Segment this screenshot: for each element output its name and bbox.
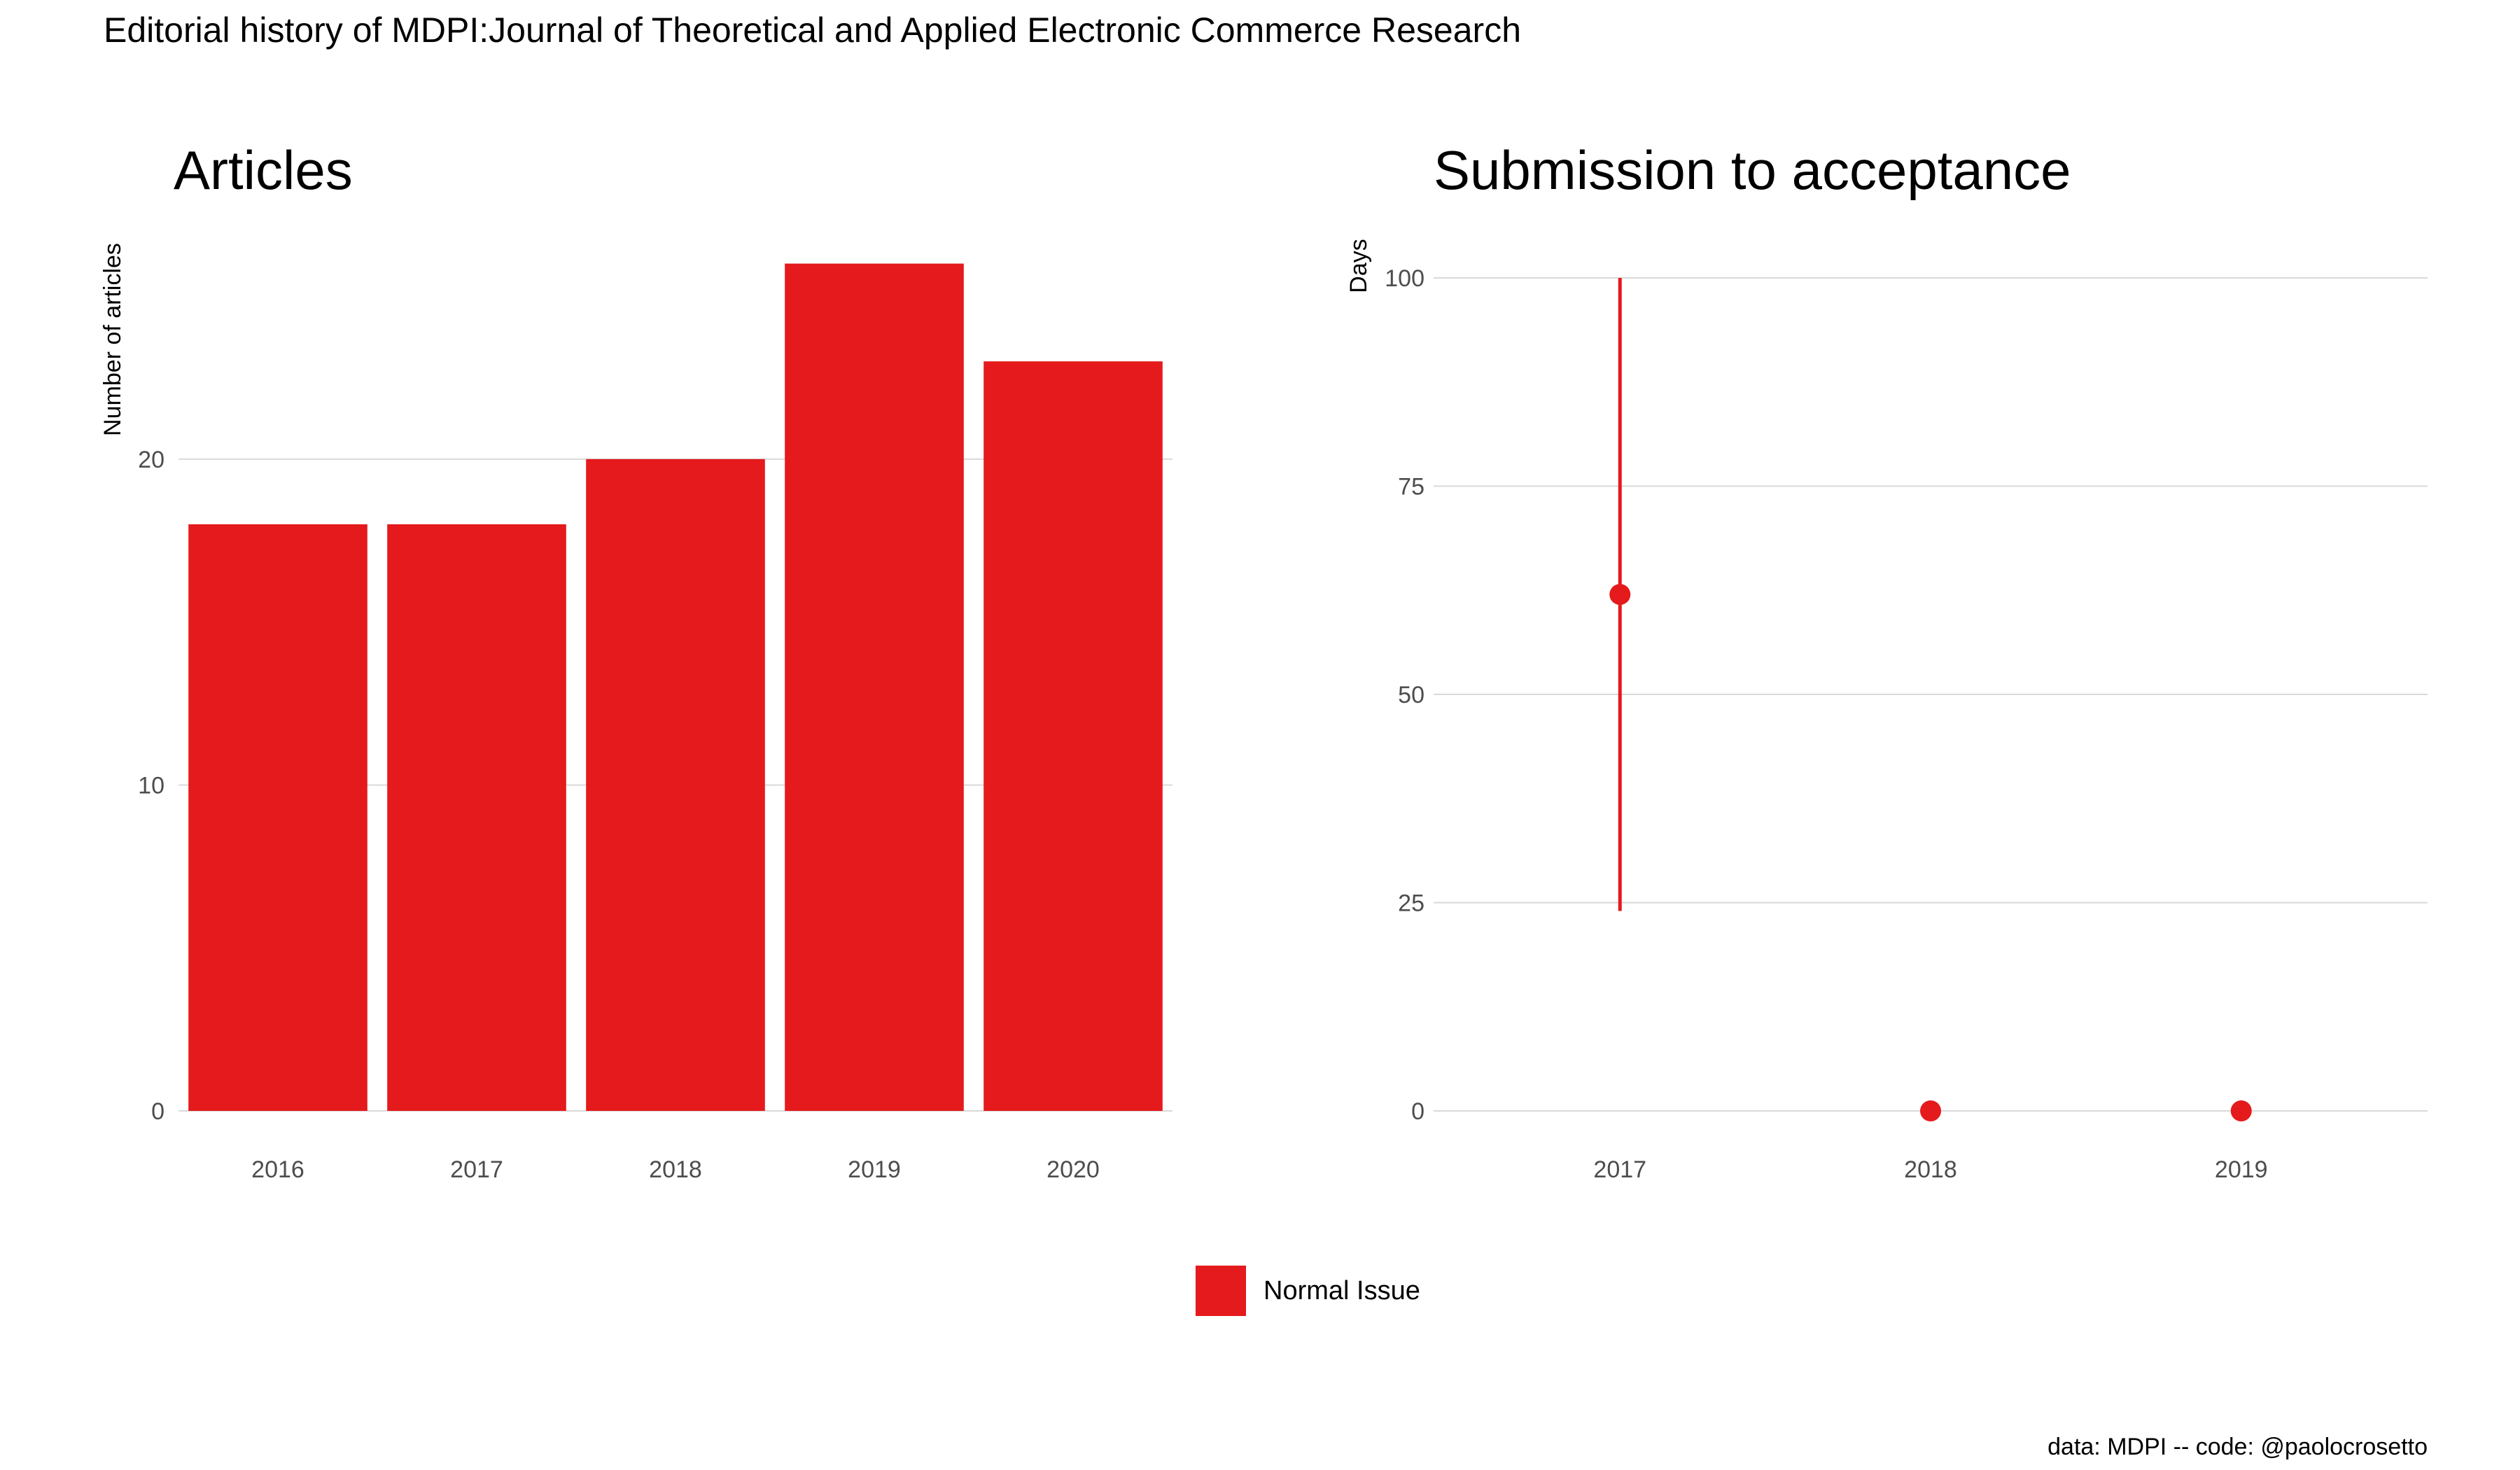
acceptance-x-tick-labels: 2017 2018 2019 (1593, 1156, 2267, 1183)
acceptance-panel-title: Submission to acceptance (1434, 139, 2071, 201)
acceptance-x-tick-label: 2019 (2215, 1156, 2268, 1183)
articles-y-axis-label: Number of articles (99, 243, 126, 436)
articles-bars (188, 263, 1163, 1112)
figure-caption: data: MDPI -- code: @paolocrosetto (2047, 1434, 2428, 1460)
acceptance-y-tick-label: 100 (1385, 265, 1424, 292)
articles-panel-title: Articles (174, 139, 353, 201)
articles-x-tick-label: 2020 (1046, 1156, 1100, 1183)
legend-key-swatch (1196, 1266, 1246, 1316)
articles-y-tick-labels: 0 10 20 (138, 447, 164, 1125)
legend-label: Normal Issue (1264, 1276, 1420, 1306)
acceptance-gridlines (1434, 277, 2428, 1112)
articles-x-tick-label: 2016 (251, 1156, 304, 1183)
articles-bar (586, 458, 765, 1111)
acceptance-y-tick-labels: 0 25 50 75 100 (1385, 265, 1424, 1125)
articles-x-tick-label: 2018 (649, 1156, 702, 1183)
acceptance-x-tick-label: 2017 (1593, 1156, 1646, 1183)
articles-bar (983, 361, 1163, 1112)
articles-bar (387, 524, 566, 1111)
articles-y-tick-label: 10 (138, 772, 164, 799)
acceptance-x-tick-label: 2018 (1904, 1156, 1957, 1183)
figure-title: Editorial history of MDPI:Journal of The… (104, 10, 1521, 50)
acceptance-point (1609, 584, 1631, 606)
legend: Normal Issue (1196, 1266, 1420, 1316)
acceptance-y-tick-label: 75 (1398, 474, 1424, 500)
articles-y-tick-label: 20 (138, 447, 164, 473)
acceptance-panel: Submission to acceptance Days 0 25 50 75 100… (1345, 139, 2428, 1183)
articles-y-tick-label: 0 (151, 1098, 164, 1125)
articles-x-tick-labels: 2016 2017 2018 2019 2020 (251, 1156, 1100, 1183)
acceptance-y-tick-label: 50 (1398, 682, 1424, 708)
acceptance-point (2230, 1100, 2252, 1121)
articles-bar (188, 524, 368, 1111)
acceptance-point (1920, 1100, 1941, 1121)
acceptance-points (1609, 278, 2252, 1121)
articles-x-tick-label: 2017 (450, 1156, 503, 1183)
articles-bar (785, 263, 964, 1111)
acceptance-y-axis-label: Days (1345, 239, 1372, 293)
articles-x-tick-label: 2019 (848, 1156, 901, 1183)
acceptance-y-tick-label: 25 (1398, 890, 1424, 917)
acceptance-y-tick-label: 0 (1411, 1098, 1424, 1125)
